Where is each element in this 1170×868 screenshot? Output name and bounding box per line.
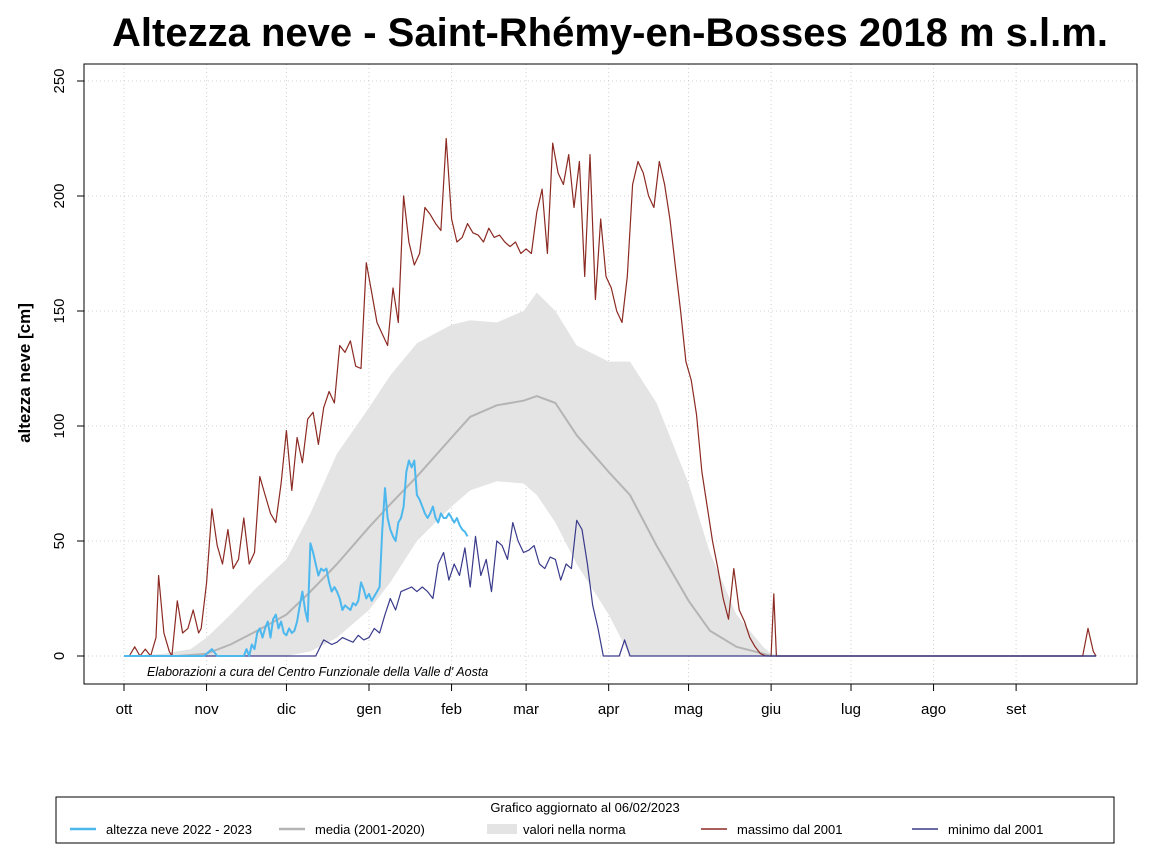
legend-entry-label: media (2001-2020): [315, 822, 425, 837]
y-tick-label: 200: [51, 183, 68, 208]
legend-entry-label: minimo dal 2001: [948, 822, 1043, 837]
x-tick-label-set: set: [1006, 701, 1027, 718]
x-tick-label-ago: ago: [921, 701, 946, 718]
x-tick-label-apr: apr: [598, 701, 620, 718]
series-current-season-line: [124, 459, 469, 657]
credit-note: Elaborazioni a cura del Centro Funzional…: [147, 665, 488, 679]
legend-entry-label: valori nella norma: [523, 822, 626, 837]
plot-area: 0 50 100 150 200 250 ott nov dic gen feb mar apr mag…: [51, 63, 1138, 718]
legend-items: altezza neve 2022 - 2023 media (2001-2020…: [70, 822, 1043, 837]
series-media-line: [124, 395, 1096, 657]
chart-title: Altezza neve - Saint-Rhémy-en-Bosses 201…: [112, 11, 1108, 55]
legend-entry-label: altezza neve 2022 - 2023: [106, 822, 252, 837]
series-minimo-line: [124, 519, 1096, 657]
plot-frame: [83, 63, 1138, 685]
y-tick-label: 250: [51, 68, 68, 93]
x-tick-label-dic: dic: [277, 701, 297, 718]
x-tick-label-lug: lug: [841, 701, 861, 718]
legend-swatch-band: [487, 824, 517, 834]
legend-entry-label: massimo dal 2001: [737, 822, 843, 837]
x-tick-label-feb: feb: [441, 701, 462, 718]
x-tick-label-nov: nov: [194, 701, 219, 718]
x-axis: ott nov dic gen feb mar apr mag giu lug ago set: [116, 684, 1027, 718]
y-axis: 0 50 100 150 200 250: [51, 68, 84, 660]
y-axis-label: altezza neve [cm]: [15, 303, 34, 443]
legend: Grafico aggiornato al 06/02/2023 altezza…: [55, 796, 1115, 844]
y-tick-label: 0: [51, 652, 68, 660]
x-tick-label-mag: mag: [674, 701, 703, 718]
legend-box: [55, 796, 1115, 844]
legend-heading: Grafico aggiornato al 06/02/2023: [490, 800, 679, 815]
y-tick-label: 150: [51, 298, 68, 323]
x-tick-label-ott: ott: [116, 701, 134, 718]
y-tick-label: 50: [51, 533, 68, 550]
series-massimo-line: [124, 137, 1097, 657]
x-tick-label-mar: mar: [513, 701, 539, 718]
y-tick-label: 100: [51, 413, 68, 438]
series-layer: [124, 137, 1097, 657]
x-tick-label-gen: gen: [356, 701, 381, 718]
x-tick-label-giu: giu: [761, 701, 781, 718]
